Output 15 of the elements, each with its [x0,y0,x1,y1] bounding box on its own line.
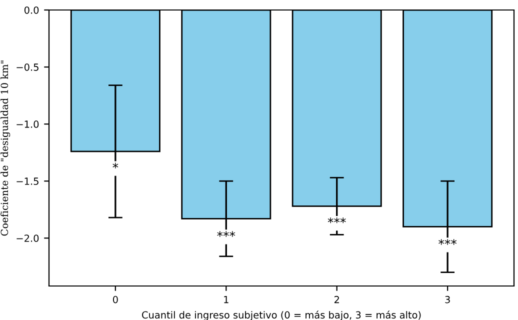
annotation: *** [328,217,346,224]
y-tick-label: 0.0 [24,6,39,14]
annotation: *** [217,231,236,237]
annotation: * [112,162,118,168]
x-tick-label: 0 [112,296,118,304]
y-tick-label: −1.0 [16,120,39,128]
x-axis-title: Cuantil de ingreso subjetivo (0 = más bajo, 3 = más alto) [142,310,421,320]
x-tick-label: 3 [445,296,450,304]
y-tick-label: −0.5 [16,64,38,71]
annotation: *** [438,239,457,245]
x-tick-label: 1 [224,296,228,304]
y-tick-label: −1.5 [16,178,38,185]
y-tick-label: −2.0 [16,234,39,242]
y-axis-title: Coeficiente de "desigualdad 10 km" [0,60,10,236]
x-tick-label: 2 [334,296,339,304]
